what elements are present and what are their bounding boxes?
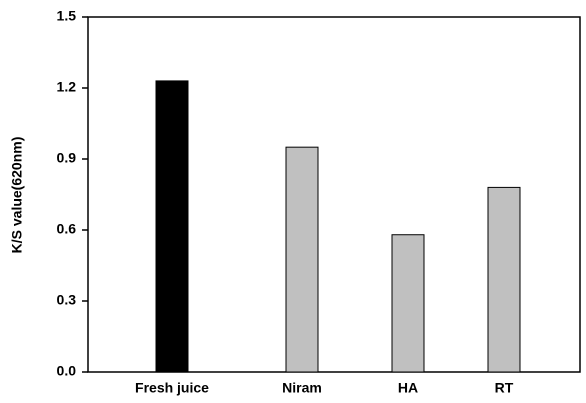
bar [487, 186, 521, 373]
bar [155, 80, 189, 373]
x-tick-label: HA [398, 380, 418, 396]
y-tick-label: 1.5 [57, 8, 77, 24]
y-tick-label: 0.0 [57, 363, 77, 379]
y-tick-label: 1.2 [57, 79, 77, 95]
plot-frame [87, 16, 581, 373]
x-tick-label: Niram [282, 380, 322, 396]
x-tick-label: RT [495, 380, 514, 396]
bar [285, 146, 319, 373]
bar [391, 234, 425, 373]
x-tick-label: Fresh juice [135, 380, 209, 396]
y-tick-label: 0.3 [57, 292, 77, 308]
y-tick-label: 0.6 [57, 221, 77, 237]
y-axis-label: K/S value(620nm) [9, 137, 25, 254]
y-tick-label: 0.9 [57, 150, 77, 166]
